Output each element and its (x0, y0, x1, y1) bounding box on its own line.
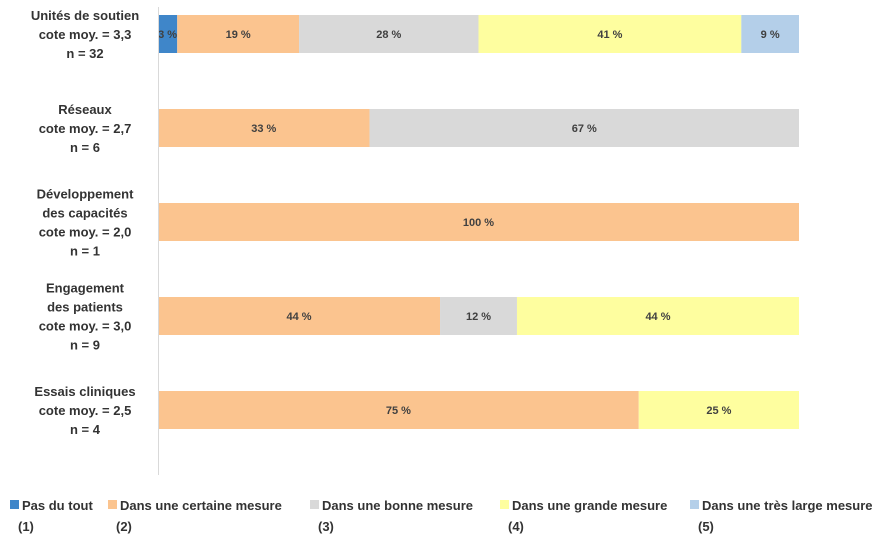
bar-value-label: 67 % (572, 123, 597, 135)
category-label-line: Engagement (46, 281, 125, 296)
bar-1-series-3 (299, 15, 479, 53)
bar-3-series-2 (158, 203, 799, 241)
bar-value-label: 33 % (251, 123, 276, 135)
legend-label: Dans une grande mesure (4) (508, 498, 667, 534)
category-label: Essais cliniques cote moy. = 2,5 n = 4 (34, 384, 135, 437)
legend-swatch (690, 500, 699, 509)
category-label-line: des capacités (42, 206, 127, 221)
bar-value-label: 19 % (226, 29, 251, 41)
bars-layer: 3 % 19 % 28 % 41 % 9 % 33 % 67 % 100 % 44 % 12 % 4… (158, 15, 799, 429)
category-label-line: n = 1 (70, 244, 100, 259)
category-label-line: cote moy. = 3,3 (39, 27, 132, 42)
category-label: Développement des capacités cote moy. = 2,… (37, 187, 134, 259)
legend-swatch (310, 500, 319, 509)
bar-value-label: 41 % (597, 29, 622, 41)
legend-label-line: Dans une grande mesure (512, 498, 667, 513)
category-label-line: n = 6 (70, 140, 100, 155)
bar-value-label: 12 % (466, 311, 491, 323)
category-label: Unités de soutien cote moy. = 3,3 n = 32 (31, 8, 139, 61)
legend-label-line: Pas du tout (22, 498, 93, 513)
category-label-line: des patients (47, 300, 123, 315)
category-label-line: n = 9 (70, 338, 100, 353)
legend-label: Dans une très large mesure (5) (698, 498, 873, 534)
category-label-line: cote moy. = 3,0 (39, 319, 132, 334)
category-label-line: cote moy. = 2,5 (39, 403, 132, 418)
category-label-line: cote moy. = 2,0 (39, 225, 132, 240)
bar-value-label: 3 % (158, 29, 177, 41)
legend-label: Dans une certaine mesure (2) (116, 498, 282, 534)
legend-label-line: (2) (116, 519, 132, 534)
category-label-line: cote moy. = 2,7 (39, 121, 132, 136)
category-label: Réseaux cote moy. = 2,7 n = 6 (39, 102, 132, 155)
bar-value-label: 25 % (706, 405, 731, 417)
category-label-line: n = 32 (66, 46, 103, 61)
legend-swatch (108, 500, 117, 509)
legend-swatch (500, 500, 509, 509)
bar-2-series-2 (158, 109, 370, 147)
bar-1-series-2 (177, 15, 300, 53)
bar-4-series-3 (440, 297, 517, 335)
legend-label-line: Dans une certaine mesure (120, 498, 282, 513)
bar-5-series-2 (158, 391, 639, 429)
bar-1-series-1 (158, 15, 178, 53)
category-label-line: Réseaux (58, 102, 112, 117)
legend-label-line: Dans une très large mesure (702, 498, 873, 513)
legend-label-line: (4) (508, 519, 524, 534)
legend-swatch (10, 500, 19, 509)
bar-value-label: 44 % (286, 311, 311, 323)
legend-label-line: (1) (18, 519, 34, 534)
category-label-line: Développement (37, 187, 134, 202)
category-label: Engagement des patients cote moy. = 3,0 n =… (39, 281, 132, 353)
bar-5-series-4 (638, 391, 799, 429)
bar-value-label: 100 % (463, 217, 494, 229)
bar-value-label: 44 % (645, 311, 670, 323)
bar-1-series-5 (741, 15, 799, 53)
bar-value-label: 28 % (376, 29, 401, 41)
legend-label: Pas du tout (1) (18, 498, 93, 534)
category-labels: Unités de soutien cote moy. = 3,3 n = 32 Ré… (31, 8, 139, 437)
category-label-line: Essais cliniques (34, 384, 135, 399)
legend: Pas du tout (1) Dans une certaine mesure (2… (10, 498, 873, 534)
bar-2-series-3 (369, 109, 799, 147)
legend-label-line: Dans une bonne mesure (322, 498, 473, 513)
bar-1-series-4 (478, 15, 742, 53)
category-label-line: n = 4 (70, 422, 101, 437)
bar-value-label: 75 % (386, 405, 411, 417)
legend-label-line: (3) (318, 519, 334, 534)
legend-label: Dans une bonne mesure (3) (318, 498, 473, 534)
bar-value-label: 9 % (761, 29, 780, 41)
category-label-line: Unités de soutien (31, 8, 139, 23)
bar-4-series-2 (158, 297, 441, 335)
legend-label-line: (5) (698, 519, 714, 534)
bar-4-series-4 (516, 297, 799, 335)
